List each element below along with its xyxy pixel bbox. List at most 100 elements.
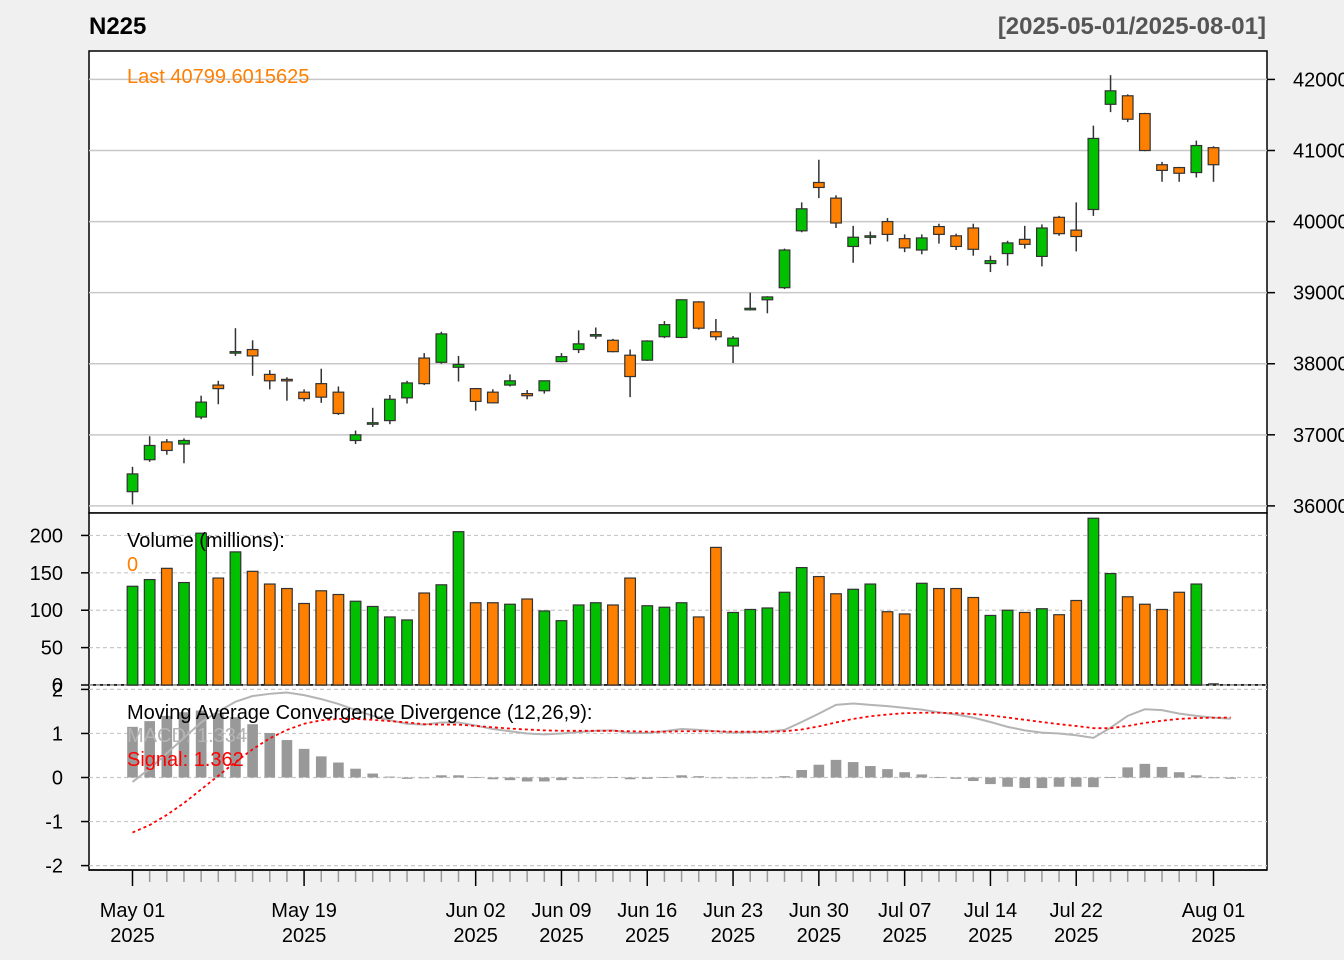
candle-body (778, 249, 791, 289)
candle-body (246, 348, 259, 357)
macd-histogram-bar (882, 769, 893, 778)
candle-body (143, 444, 156, 461)
volume-bar (383, 616, 396, 686)
volume-bar (504, 603, 516, 686)
macd-histogram-bar (796, 770, 808, 778)
price-tick-label: 40000 (1293, 212, 1344, 234)
candle-body (847, 236, 860, 248)
price-tick-label: 38000 (1293, 354, 1344, 376)
macd-histogram-bar (504, 777, 516, 781)
chart-title: N225 (89, 13, 146, 40)
candle-body (967, 227, 980, 250)
candle-body (1087, 137, 1100, 211)
candle-body (212, 384, 225, 390)
macd-histogram-bar (950, 777, 962, 779)
candle-body (1190, 144, 1203, 174)
x-tick-label-year: 2025 (882, 925, 927, 947)
candle-body (933, 225, 945, 235)
macd-histogram-bar (144, 721, 155, 778)
candle-body (1121, 95, 1134, 120)
last-price-label: Last 40799.6015625 (127, 66, 309, 88)
volume-bar (263, 583, 276, 686)
macd-histogram-bar (1225, 777, 1236, 779)
volume-bar (589, 602, 602, 686)
candle-body (709, 331, 722, 338)
macd-histogram-bar (676, 775, 687, 778)
macd-histogram-bar (813, 764, 825, 778)
macd-histogram-bar (1019, 777, 1031, 789)
candle-body (332, 391, 345, 415)
volume-bar (538, 610, 551, 686)
volume-bar (675, 602, 688, 686)
volume-bar (607, 604, 619, 686)
volume-bar (709, 546, 722, 686)
candle-body (744, 307, 757, 311)
x-tick-label: Jun 23 (703, 900, 763, 922)
macd-histogram-bar (230, 717, 241, 778)
candle-body (349, 434, 362, 442)
volume-bar (1053, 614, 1065, 686)
volume-bar (692, 616, 705, 686)
volume-tick-label: 0 (52, 675, 63, 697)
volume-bar (1087, 517, 1100, 686)
macd-histogram-bar (590, 777, 602, 779)
candle-body (1104, 90, 1117, 105)
macd-histogram-bar (384, 776, 396, 778)
volume-bar (761, 607, 774, 686)
candle-body (281, 378, 293, 382)
macd-histogram-bar (1156, 766, 1168, 778)
candle-body (469, 388, 482, 403)
volume-bar (452, 531, 465, 686)
signal-value-label: Signal: 1.362 (127, 749, 244, 771)
volume-bar (744, 608, 757, 686)
volume-bar (349, 600, 362, 686)
macd-histogram-bar (401, 777, 413, 779)
volume-bar (1156, 608, 1168, 686)
price-panel (88, 50, 1268, 514)
macd-histogram-bar (727, 777, 739, 779)
macd-histogram-bar (127, 726, 138, 778)
x-tick-label-year: 2025 (1054, 925, 1099, 947)
volume-tick-label: 200 (30, 525, 63, 547)
candle-body (727, 337, 739, 347)
candle-body (864, 235, 877, 238)
volume-bar (160, 567, 173, 686)
candle-body (383, 398, 396, 422)
candle-body (607, 339, 619, 353)
macd-histogram-bar (779, 776, 790, 778)
volume-bar (572, 604, 585, 686)
volume-bar (366, 605, 379, 686)
macd-histogram-bar (487, 777, 499, 780)
candle-body (830, 197, 842, 224)
volume-bar (1018, 611, 1031, 686)
volume-bar (624, 577, 637, 686)
macd-histogram-bar (573, 777, 584, 779)
volume-bar (641, 605, 654, 686)
volume-bar (1104, 572, 1117, 686)
candle-body (624, 354, 637, 378)
candle-body (1001, 242, 1014, 255)
candle-body (915, 237, 928, 251)
macd-histogram-bar (350, 768, 361, 778)
macd-histogram-bar (418, 777, 430, 779)
macd-histogram-bar (899, 772, 910, 778)
candle-body (572, 343, 585, 351)
volume-bar (898, 613, 911, 686)
macd-histogram-bar (1036, 777, 1048, 789)
candle-body (1156, 164, 1168, 172)
macd-tick-label: -1 (45, 812, 63, 834)
macd-tick-label: 1 (52, 723, 63, 745)
signal-line (132, 711, 1231, 834)
candle-body (950, 235, 963, 248)
x-tick-label: Jun 09 (531, 900, 591, 922)
x-tick-label-year: 2025 (453, 925, 498, 947)
macd-histogram-bar (436, 775, 447, 778)
volume-bar (1001, 609, 1014, 686)
volume-bar (658, 606, 671, 686)
macd-histogram-bar (693, 776, 705, 778)
volume-bar (298, 602, 311, 686)
macd-histogram-bar (538, 777, 550, 782)
x-tick-label-year: 2025 (110, 925, 155, 947)
candle-body (761, 296, 774, 301)
